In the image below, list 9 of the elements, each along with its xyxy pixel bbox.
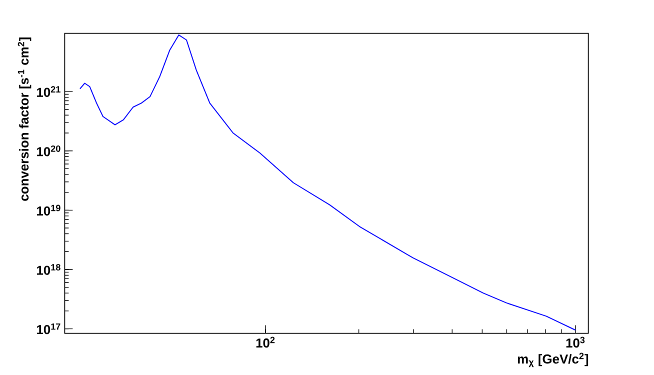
y-axis-title: conversion factor [s$^{-1}$ cm$^{2}$] <box>18 38 32 201</box>
x-tick-label: 10$^{2}$ <box>256 336 275 348</box>
y-tick-label: 10$^{18}$ <box>37 264 60 275</box>
x-axis-title: m$_{χ}$ [GeV/c$^{2}$] <box>518 352 588 368</box>
x-tick-label: 10$^{3}$ <box>566 336 585 348</box>
y-tick-label: 10$^{20}$ <box>37 145 60 156</box>
y-tick-label: 10$^{19}$ <box>37 204 60 216</box>
y-tick-label: 10$^{21}$ <box>37 86 60 97</box>
y-tick-label: 10$^{17}$ <box>37 323 60 334</box>
